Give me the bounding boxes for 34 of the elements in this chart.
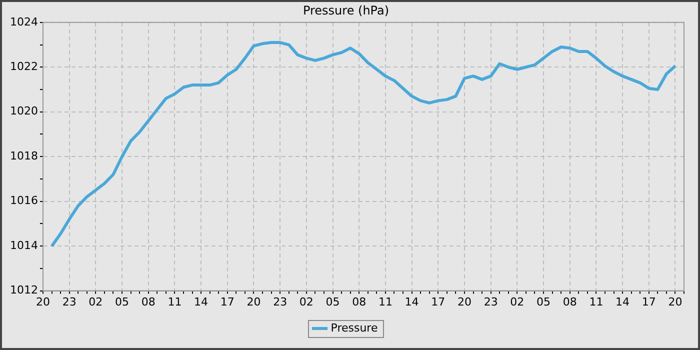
x-tick-label: 14 bbox=[194, 295, 208, 308]
x-tick-label: 05 bbox=[536, 295, 551, 308]
y-tick-label: 1020 bbox=[10, 104, 38, 118]
x-tick-label: 02 bbox=[510, 295, 524, 308]
x-tick-label: 11 bbox=[589, 295, 604, 308]
y-tick-label: 1012 bbox=[10, 284, 38, 297]
x-tick-label: 23 bbox=[273, 295, 288, 308]
x-tick-label: 17 bbox=[431, 295, 446, 308]
x-tick-label: 23 bbox=[62, 295, 76, 308]
x-tick-label: 14 bbox=[404, 295, 419, 308]
x-tick-label: 02 bbox=[299, 295, 314, 308]
y-tick-label: 1022 bbox=[10, 60, 38, 73]
x-tick-label: 14 bbox=[616, 295, 630, 308]
x-tick-label: 20 bbox=[36, 295, 50, 308]
x-tick-label: 05 bbox=[326, 295, 340, 308]
x-tick-label: 05 bbox=[115, 295, 130, 308]
y-tick-label: 1018 bbox=[10, 149, 38, 162]
x-tick-label: 20 bbox=[457, 295, 472, 308]
x-tick-label: 17 bbox=[220, 295, 234, 308]
x-tick-label: 08 bbox=[562, 295, 577, 308]
chart-title: Pressure (hPa) bbox=[302, 3, 390, 18]
x-tick-label: 08 bbox=[352, 295, 366, 308]
x-tick-label: 11 bbox=[378, 295, 392, 308]
legend-label: Pressure bbox=[330, 321, 378, 334]
y-tick-label: 1014 bbox=[10, 238, 38, 252]
x-tick-label: 20 bbox=[246, 295, 261, 308]
y-tick-label: 1024 bbox=[10, 15, 38, 28]
x-tick-label: 17 bbox=[642, 295, 656, 308]
x-tick-label: 11 bbox=[168, 295, 182, 308]
x-tick-label: 02 bbox=[88, 295, 103, 308]
x-tick-label: 20 bbox=[668, 295, 682, 308]
y-tick-label: 1016 bbox=[10, 194, 38, 208]
x-tick-label: 08 bbox=[141, 295, 156, 308]
x-tick-label: 23 bbox=[484, 295, 498, 308]
